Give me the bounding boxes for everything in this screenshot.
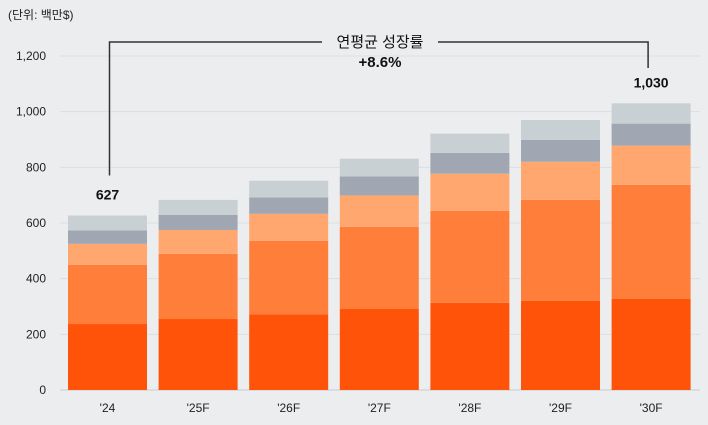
x-tick-label: '24 [100,401,116,415]
bar-segment [158,229,238,254]
cagr-value: +8.6% [359,54,402,71]
bar-segment [158,199,238,215]
bar-segment [339,309,419,390]
bar-segment [430,133,510,153]
bar-segment [611,103,691,124]
bar-segment [249,197,329,214]
bar-segment [611,123,691,146]
bar-segment [158,319,238,390]
bar-segment [430,210,510,303]
y-tick-label: 200 [26,327,46,341]
bar-segment [249,180,329,198]
x-tick-label: '25F [187,401,210,415]
bar-segment [430,152,510,174]
y-tick-label: 600 [26,216,46,230]
cagr-title: 연평균 성장률 [337,34,424,51]
data-label: 627 [96,186,120,202]
x-tick-label: '27F [368,401,391,415]
bar-segment [158,214,238,230]
x-tick-label: '28F [458,401,481,415]
bar-segment [68,264,147,325]
x-tick-label: '29F [549,401,572,415]
y-tick-label: 1,200 [16,49,46,63]
bar-segment [521,120,600,140]
bar-segment [339,195,419,227]
bar-segment [68,230,147,244]
x-tick-label: '30F [640,401,663,415]
bar-segment [339,176,419,196]
bar-segment [249,314,329,390]
bar-segment [611,145,691,185]
bar-segment [611,298,691,390]
y-tick-label: 800 [26,160,46,174]
bar-segment [521,161,600,200]
bar-segment [430,173,510,211]
bar-segment [68,215,147,231]
y-tick-label: 1,000 [16,105,46,119]
bar-segment [521,199,600,301]
bar-segment [249,240,329,315]
bar-segment [249,213,329,241]
bar-segment [339,158,419,177]
bar-segment [68,324,147,390]
bar-segment [611,184,691,299]
data-label: 1,030 [634,74,669,90]
y-tick-label: 400 [26,272,46,286]
bar-segment [521,300,600,390]
unit-label: (단위: 백만$) [8,8,74,22]
bar-segment [68,243,147,265]
bar-segment [521,139,600,162]
bar-segment [430,302,510,390]
bar-segment [339,226,419,310]
x-tick-label: '26F [277,401,300,415]
y-tick-label: 0 [39,383,46,397]
bar-segment [158,253,238,320]
cagr-label-bg [322,32,438,52]
